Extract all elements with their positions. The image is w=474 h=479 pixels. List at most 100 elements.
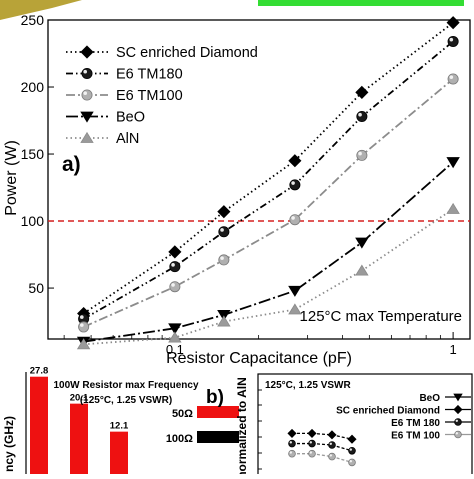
series-sc-enriched-diamond-point-1 [168,245,182,259]
main-x-tick-label-1: 1 [449,342,456,357]
series-e6-tm100-point-2-body [218,254,230,266]
panel-b-series-sc-enriched-diamond-point-0 [287,428,297,438]
series-e6-tm100-point-2-highlight [220,256,224,260]
bar-0 [30,376,48,474]
series-e6-tm100-point-1 [169,281,181,293]
legend-e6-tm100-marker-body [81,89,93,101]
panel-b-series-e6-tm-100-point-3 [348,458,356,467]
legend-e6-tm180-marker-body [81,68,93,80]
decor-strip-left [0,0,82,20]
legend-e6-tm180-label: E6 TM180 [116,67,183,83]
panel-b-series [287,428,357,467]
panel-b-series-e6-tm-180-point-0-highlight [289,441,292,444]
panel-b-series-e6-tm-100-point-2 [328,452,336,461]
series-aln-point-1 [168,331,182,343]
main-annotation: 125°C max Temperature [300,308,462,325]
bar-legend-label-0: 50Ω [172,408,193,420]
series-aln-point-4 [355,264,369,276]
bar-2 [110,431,128,474]
series-e6-tm100 [78,73,459,333]
series-e6-tm180-point-3-body [289,179,301,191]
main-y-tick-label-50: 50 [28,280,44,296]
legend-aln-marker [80,131,94,143]
panel-b-series-e6-tm-100-point-0 [288,449,296,458]
series-aln [76,202,460,350]
main-x-axis-label: Resistor Capacitance (pF) [166,350,352,367]
series-sc-enriched-diamond-point-4 [355,85,369,99]
series-e6-tm180-point-0-highlight [80,315,84,319]
main-x-tick-label-0: 0.1 [166,342,184,357]
series-e6-tm100-point-5-highlight [449,75,454,79]
series-e6-tm180-point-2-highlight [220,228,224,232]
bar-title-line-1: 100W Resistor max Frequency [53,380,198,391]
series-e6-tm180-point-3-highlight [291,181,295,185]
series-e6-tm100-point-3 [289,214,301,226]
series-sc-enriched-diamond-point-2 [217,205,231,219]
series-e6-tm180-point-2-body [218,226,230,238]
panel-b-series-e6-tm-100-point-0-highlight [289,451,292,454]
panel-b-series-e6-tm-180-point-3 [348,446,356,455]
main-series [76,16,460,350]
main-y-tick-label-250: 250 [21,12,45,28]
main-x-ticks: 0.1 1 [63,332,457,357]
series-aln-point-5 [446,202,460,214]
panel-b-legend-e6-tm-100-marker-highlight [455,432,458,435]
bar-legend-label-1: 100Ω [166,433,193,445]
series-e6-tm100-point-1-highlight [171,283,175,287]
bar-legend: 50Ω 100Ω [166,406,239,445]
main-y-tick-label-200: 200 [21,79,45,95]
panel-b-y-ticks [258,389,262,470]
legend-sc-enriched-diamond-marker [80,45,94,59]
panel-b-legend-sc-enriched-diamond-marker [453,404,463,415]
series-e6-tm100-point-3-highlight [291,216,295,220]
panel-b-series-e6-tm-180 [288,439,356,455]
main-plot-frame [47,19,471,340]
panel-b-series-e6-tm-180-point-2-body [328,441,336,449]
panel-b-series-e6-tm-180-point-2 [328,441,336,449]
panel-label-a: a) [62,153,81,176]
legend-e6-tm180-marker [81,68,93,80]
series-sc-enriched-diamond-point-5 [446,16,460,30]
panel-b-legend-e6-tm-180-marker-highlight [455,419,458,422]
panel-b-title: 125°C, 1.25 VSWR [265,380,351,391]
panel-b-series-sc-enriched-diamond-point-2 [327,430,337,440]
panel-b-legend-e6-tm-100-label: E6 TM 100 [391,431,440,442]
series-e6-tm100-point-0 [78,321,90,333]
panel-b-series-e6-tm-100-point-3-highlight [349,460,352,463]
series-e6-tm100-point-1-body [169,281,181,293]
panel-b-series-e6-tm-100-line [292,453,353,464]
panel-b-legend-e6-tm-100-marker-body [454,430,462,439]
series-e6-tm180-point-1-body [169,261,181,273]
legend-beo-marker [80,111,94,123]
panel-b-series-e6-tm-100-point-1-highlight [309,451,312,454]
panel-b-series-e6-tm-100-point-0-body [288,449,296,458]
series-e6-tm180-point-3 [289,179,301,191]
panel-b-series-e6-tm-180-point-0 [288,439,296,448]
panel-b-series-e6-tm-180-point-3-highlight [349,448,352,451]
main-y-axis-label: Power (W) [3,140,20,216]
panel-b-legend-e6-tm-180-marker-body [454,418,462,426]
legend-e6-tm100-marker [81,89,93,101]
panel-b-chart: 125°C, 1.25 VSWR normalized to AlN b) Be… [206,373,473,479]
bar-chart: 27.8 20.1 12.1 ncy (GHz) 100W Resistor max… [2,366,239,474]
series-e6-tm100-point-3-body [289,214,301,226]
panel-b-series-e6-tm-100-point-2-highlight [329,454,332,457]
panel-b-series-e6-tm-100-point-3-body [348,458,356,467]
series-e6-tm180-point-4-body [356,111,368,123]
series-beo-point-4 [355,237,369,249]
series-sc-enriched-diamond-line [83,21,454,315]
bar-value-label-0: 27.8 [30,366,49,377]
panel-b-series-e6-tm-100-point-2-body [328,452,336,461]
panel-b-series-sc-enriched-diamond [287,428,357,444]
series-beo-line [83,161,454,343]
panel-b-legend-e6-tm-180-label: E6 TM 180 [391,418,440,429]
main-y-tick-label-150: 150 [21,146,45,162]
series-e6-tm100-point-5 [447,73,459,85]
series-e6-tm180-point-5-highlight [449,37,454,42]
panel-b-series-e6-tm-180-line [292,442,353,452]
series-aln-point-2 [217,315,231,327]
legend-aln-label: AlN [116,131,139,147]
